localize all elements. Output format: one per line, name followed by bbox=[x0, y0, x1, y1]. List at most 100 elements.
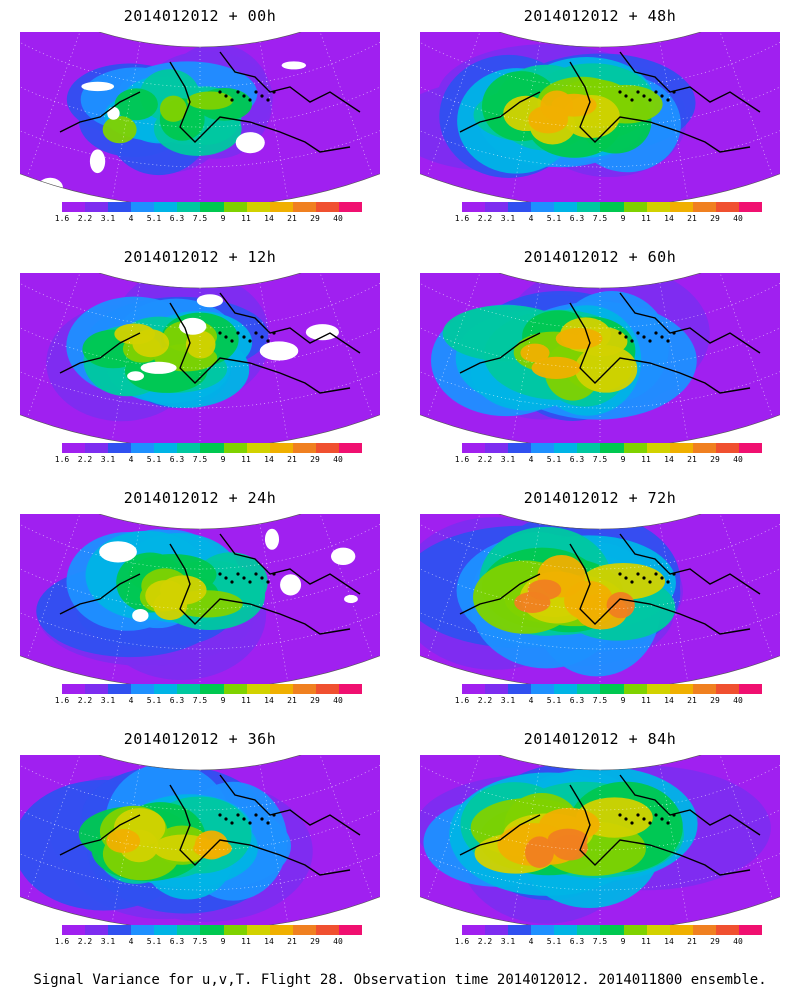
variance-field bbox=[420, 32, 780, 202]
colorbar-swatch bbox=[485, 684, 509, 694]
variance-field bbox=[20, 32, 380, 202]
colorbar-tick-label: 3.1 bbox=[500, 455, 516, 464]
colorbar-tick-label: 1.6 bbox=[54, 696, 70, 705]
coastline bbox=[459, 51, 761, 153]
colorbar-tick-label: 11 bbox=[641, 937, 651, 946]
colorbar-labels: 1.6 2.2 3.1 4 5.1 6.3 7.5 9 11 14 21 29 40 bbox=[454, 214, 774, 226]
colorbar-swatch bbox=[485, 443, 509, 453]
colorbar-tick-label: 3.1 bbox=[100, 214, 116, 223]
colorbar-labels: 1.6 2.2 3.1 4 5.1 6.3 7.5 9 11 14 21 29 40 bbox=[454, 696, 774, 708]
colorbar-tick-label: 40 bbox=[333, 455, 343, 464]
colorbar-swatch bbox=[623, 684, 647, 694]
colorbar-swatch bbox=[738, 925, 763, 935]
colorbar-tick-label: 14 bbox=[664, 455, 674, 464]
colorbar-tick-label: 3.1 bbox=[100, 696, 116, 705]
coastline bbox=[459, 774, 761, 876]
colorbar-swatch bbox=[85, 443, 109, 453]
colorbar-tick-label: 6.3 bbox=[569, 937, 585, 946]
colorbar-tick-label: 21 bbox=[287, 696, 297, 705]
colorbar-tick-label: 1.6 bbox=[54, 455, 70, 464]
colorbar-tick-label: 14 bbox=[264, 937, 274, 946]
colorbar-tick-label: 6.3 bbox=[169, 214, 185, 223]
colorbar-tick-label: 14 bbox=[664, 937, 674, 946]
colorbar-tick-label: 6.3 bbox=[569, 696, 585, 705]
variance-map bbox=[20, 514, 380, 684]
colorbar-swatch bbox=[223, 202, 247, 212]
colorbar-swatch bbox=[485, 202, 509, 212]
colorbar-swatch bbox=[554, 925, 578, 935]
figure-caption: Signal Variance for u,v,T. Flight 28. Ob… bbox=[33, 972, 767, 988]
colorbar-swatch bbox=[692, 925, 716, 935]
colorbar-swatch bbox=[600, 443, 624, 453]
colorbar-swatch bbox=[646, 925, 670, 935]
variance-map bbox=[420, 514, 780, 684]
colorbar-tick-label: 11 bbox=[641, 455, 651, 464]
colorbar-tick-label: 29 bbox=[310, 214, 320, 223]
colorbar-swatch bbox=[108, 925, 132, 935]
coastline bbox=[59, 51, 361, 153]
colorbar-tick-label: 2.2 bbox=[477, 214, 493, 223]
colorbar-tick-label: 4 bbox=[528, 214, 534, 223]
colorbar-swatch bbox=[508, 684, 532, 694]
colorbar-swatch bbox=[154, 925, 178, 935]
forecast-panel-72h: 2014012012 + 72h 1.6 2.2 3.1 4 5.1 6.3 7.5 9 11 14… bbox=[410, 486, 790, 721]
colorbar-swatch bbox=[154, 202, 178, 212]
colorbar-swatch bbox=[338, 443, 363, 453]
colorbar-swatch bbox=[108, 202, 132, 212]
colorbar-swatch bbox=[246, 684, 270, 694]
colorbar-tick-label: 7.5 bbox=[592, 937, 608, 946]
colorbar-swatch bbox=[315, 202, 339, 212]
colorbar-swatch bbox=[315, 684, 339, 694]
colorbar-swatch bbox=[177, 925, 201, 935]
colorbar-tick-label: 4 bbox=[528, 937, 534, 946]
colorbar-tick-label: 6.3 bbox=[169, 937, 185, 946]
colorbar-swatch bbox=[508, 443, 532, 453]
colorbar-tick-label: 11 bbox=[241, 455, 251, 464]
colorbar-swatch bbox=[177, 202, 201, 212]
colorbar-swatch bbox=[154, 443, 178, 453]
colorbar-swatch bbox=[269, 925, 293, 935]
variance-map bbox=[420, 32, 780, 202]
colorbar-swatch bbox=[462, 925, 486, 935]
colorbar-tick-label: 4 bbox=[528, 696, 534, 705]
panel-title: 2014012012 + 12h bbox=[123, 248, 277, 266]
colorbar-swatch bbox=[462, 202, 486, 212]
colorbar-tick-label: 2.2 bbox=[77, 696, 93, 705]
panel-title: 2014012012 + 60h bbox=[523, 248, 677, 266]
colorbar-tick-label: 40 bbox=[333, 696, 343, 705]
panel-title: 2014012012 + 48h bbox=[523, 7, 677, 25]
colorbar-tick-label: 40 bbox=[333, 214, 343, 223]
colorbar-tick-label: 2.2 bbox=[477, 455, 493, 464]
colorbar-swatch bbox=[269, 202, 293, 212]
colorbar-swatch bbox=[577, 443, 601, 453]
colorbar-swatch bbox=[531, 443, 555, 453]
colorbar-tick-label: 7.5 bbox=[592, 455, 608, 464]
colorbar-swatch bbox=[292, 202, 316, 212]
colorbar-tick-label: 5.1 bbox=[546, 937, 562, 946]
colorbar-swatch bbox=[200, 443, 224, 453]
panel-title: 2014012012 + 36h bbox=[123, 730, 277, 748]
colorbar-tick-label: 5.1 bbox=[546, 696, 562, 705]
colorbar-tick-label: 21 bbox=[687, 937, 697, 946]
colorbar-tick-label: 2.2 bbox=[477, 937, 493, 946]
variance-map bbox=[420, 755, 780, 925]
colorbar-tick-label: 11 bbox=[641, 214, 651, 223]
colorbar-tick-label: 4 bbox=[128, 937, 134, 946]
colorbar-tick-label: 1.6 bbox=[454, 937, 470, 946]
colorbar-tick-label: 4 bbox=[128, 696, 134, 705]
colorbar-swatch bbox=[131, 684, 155, 694]
colorbar-swatch bbox=[715, 925, 739, 935]
forecast-panel-24h: 2014012012 + 24h 1.6 2.2 3.1 4 5.1 6.3 7.5 9 11 14… bbox=[10, 486, 390, 721]
colorbar-tick-label: 29 bbox=[710, 937, 720, 946]
colorbar-swatch bbox=[508, 925, 532, 935]
colorbar-swatch bbox=[738, 202, 763, 212]
colorbar-tick-label: 40 bbox=[733, 937, 743, 946]
colorbar-tick-label: 6.3 bbox=[569, 455, 585, 464]
colorbar-swatch bbox=[269, 443, 293, 453]
colorbar-tick-label: 40 bbox=[733, 696, 743, 705]
colorbar-swatch bbox=[269, 684, 293, 694]
colorbar-tick-label: 21 bbox=[687, 455, 697, 464]
forecast-panel-36h: 2014012012 + 36h 1.6 2.2 3.1 4 5.1 6.3 7.5 9 11 14… bbox=[10, 727, 390, 962]
variance-field bbox=[420, 755, 780, 925]
colorbar-swatch bbox=[85, 925, 109, 935]
